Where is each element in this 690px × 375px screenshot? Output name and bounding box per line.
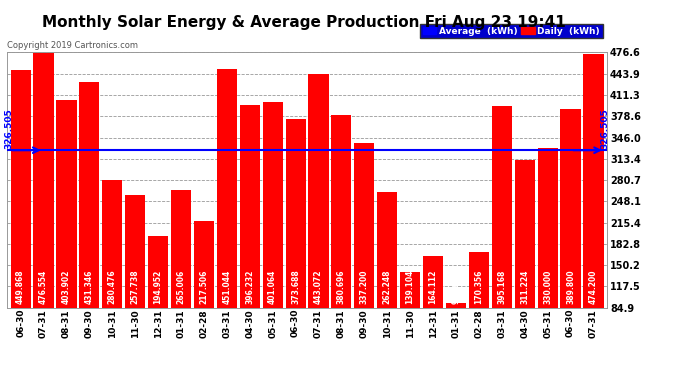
Bar — [423, 256, 443, 308]
Bar — [102, 180, 122, 308]
Text: 337.200: 337.200 — [359, 270, 369, 304]
Text: 395.168: 395.168 — [497, 270, 506, 304]
Bar — [263, 102, 283, 308]
Text: 280.476: 280.476 — [108, 270, 117, 304]
Text: 194.952: 194.952 — [154, 270, 163, 304]
Bar — [538, 148, 558, 308]
Text: 262.248: 262.248 — [383, 270, 392, 304]
Bar — [148, 236, 168, 308]
Legend: Average  (kWh), Daily  (kWh): Average (kWh), Daily (kWh) — [420, 24, 602, 38]
Text: 401.064: 401.064 — [268, 270, 277, 304]
Text: 217.506: 217.506 — [199, 270, 208, 304]
Text: 443.072: 443.072 — [314, 270, 323, 304]
Text: 257.738: 257.738 — [130, 270, 139, 304]
Bar — [469, 252, 489, 308]
Bar — [217, 69, 237, 308]
Bar — [10, 70, 31, 308]
Text: 326.505: 326.505 — [600, 108, 609, 149]
Bar — [354, 143, 375, 308]
Bar — [34, 53, 54, 308]
Text: 311.224: 311.224 — [520, 270, 529, 304]
Bar — [446, 303, 466, 307]
Text: Monthly Solar Energy & Average Production Fri Aug 23 19:41: Monthly Solar Energy & Average Productio… — [41, 15, 566, 30]
Text: 431.346: 431.346 — [85, 270, 94, 304]
Bar — [377, 192, 397, 308]
Text: 265.006: 265.006 — [177, 270, 186, 304]
Text: 92.564: 92.564 — [451, 275, 460, 304]
Bar — [57, 100, 77, 308]
Text: 326.505: 326.505 — [5, 108, 14, 149]
Text: 389.800: 389.800 — [566, 270, 575, 304]
Text: 330.000: 330.000 — [543, 270, 552, 304]
Text: 373.688: 373.688 — [291, 270, 300, 304]
Text: 396.232: 396.232 — [245, 270, 255, 304]
Bar — [286, 120, 306, 308]
Text: 164.112: 164.112 — [428, 270, 437, 304]
Bar — [239, 105, 260, 308]
Bar — [308, 74, 328, 307]
Bar — [79, 82, 99, 308]
Bar — [560, 109, 580, 307]
Text: 451.044: 451.044 — [222, 270, 231, 304]
Bar — [171, 190, 191, 308]
Bar — [331, 115, 351, 308]
Text: 476.554: 476.554 — [39, 270, 48, 304]
Bar — [515, 160, 535, 308]
Text: 139.104: 139.104 — [406, 270, 415, 304]
Text: Copyright 2019 Cartronics.com: Copyright 2019 Cartronics.com — [7, 41, 138, 50]
Text: 474.200: 474.200 — [589, 270, 598, 304]
Bar — [125, 195, 146, 308]
Text: 170.356: 170.356 — [475, 270, 484, 304]
Text: 403.902: 403.902 — [62, 270, 71, 304]
Text: 449.868: 449.868 — [16, 270, 25, 304]
Bar — [194, 221, 214, 308]
Text: 380.696: 380.696 — [337, 270, 346, 304]
Bar — [492, 105, 512, 308]
Bar — [400, 272, 420, 308]
Bar — [583, 54, 604, 307]
